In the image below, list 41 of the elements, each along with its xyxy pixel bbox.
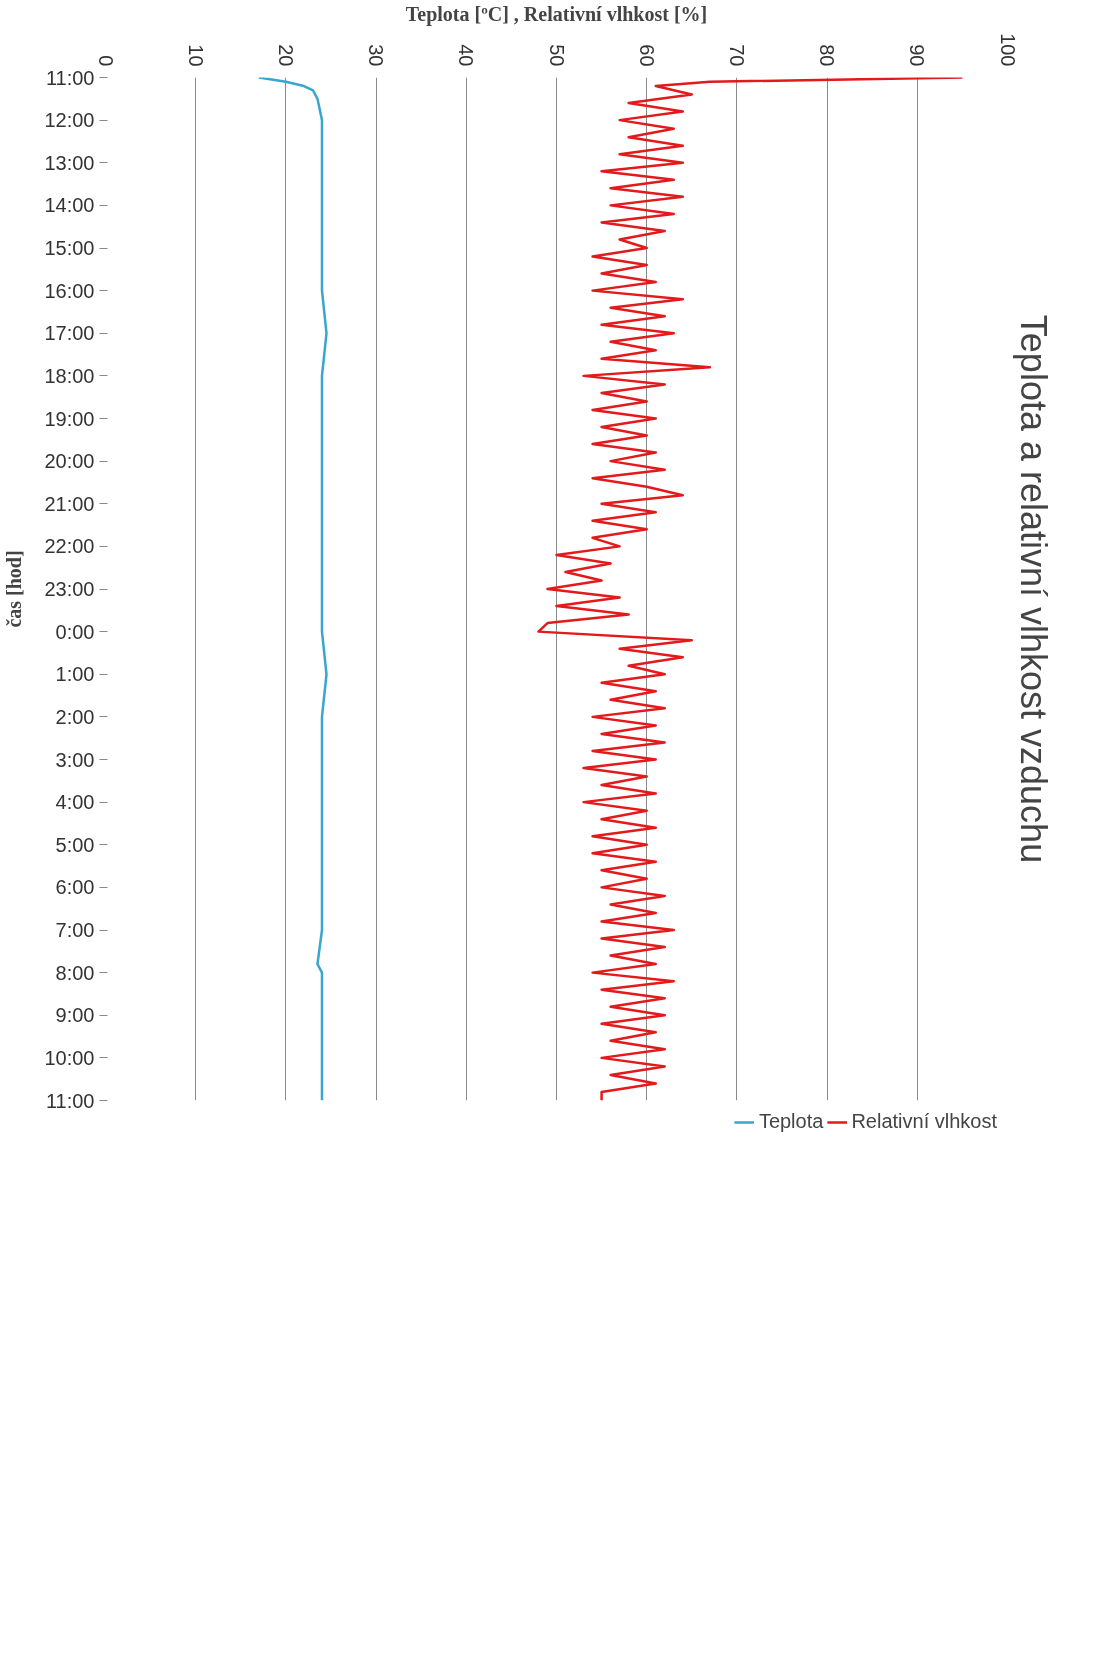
y-tick-label: 1:00 [55,663,95,686]
y-tick-label: 18:00 [44,364,95,387]
y-tick-label: 10:00 [44,1046,95,1069]
y-axis-title: čas [hod] [3,550,26,628]
y-tick-label: 6:00 [55,876,95,899]
x-tick-label: 40 [455,44,478,67]
y-tick-label: 16:00 [44,279,95,302]
x-tick-label: 30 [365,44,388,67]
y-tick-label: 3:00 [55,748,95,771]
y-tick-label: 23:00 [44,578,95,600]
text: Teplota a relativní vlhkost vzduchu [1012,314,1054,864]
y-tick-label: 12:00 [44,109,95,132]
y-tick-label: 13:00 [44,151,95,174]
y-tick-label: 19:00 [44,407,95,430]
x-tick-label: 50 [545,44,568,67]
y-tick-label: 7:00 [55,919,95,941]
y-tick-label: 8:00 [55,961,95,984]
x-tick-label: 60 [635,44,658,67]
y-tick-label: 4:00 [55,791,95,814]
y-tick-label: 9:00 [55,1004,95,1027]
x-tick-label: 90 [906,44,929,67]
y-tick-label: 2:00 [55,705,95,728]
x-tick-label: 100 [996,33,1019,67]
x-tick-label: 10 [184,44,207,67]
y-tick-label: 22:00 [44,535,95,558]
y-tick-label: 11:00 [45,1089,95,1112]
x-tick-label: 70 [725,44,748,67]
x-axis-title: Teplota [ºC] , Relativní vlhkost [%] [405,3,708,27]
y-tick-label: 0:00 [55,620,95,643]
legend-label: Teplota [758,1110,824,1133]
y-tick-label: 14:00 [44,194,95,217]
x-tick-label: 80 [816,44,839,67]
y-tick-label: 17:00 [44,322,95,345]
legend-label: Relativní vlhkost [851,1110,997,1133]
x-tick-label: 0 [94,55,117,67]
y-tick-label: 11:00 [45,66,95,89]
y-tick-label: 15:00 [44,237,95,259]
y-tick-label: 5:00 [55,833,95,856]
y-tick-label: 21:00 [44,492,95,515]
y-tick-label: 20:00 [44,450,95,473]
x-tick-label: 20 [274,44,297,67]
